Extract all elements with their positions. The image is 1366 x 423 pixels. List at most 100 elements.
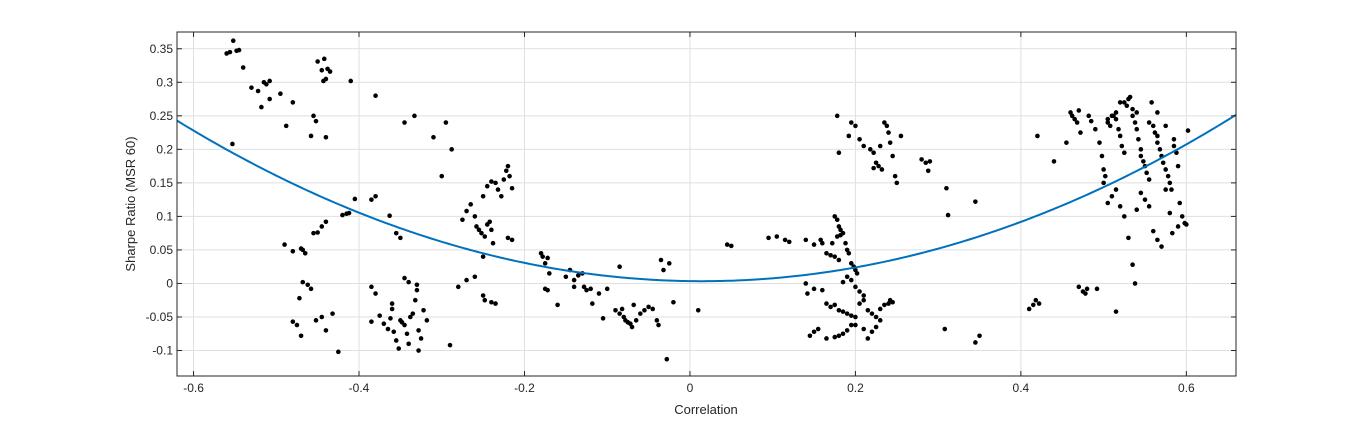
- data-point: [927, 159, 933, 164]
- data-point: [575, 273, 581, 278]
- data-point: [1185, 128, 1191, 133]
- data-point: [695, 307, 701, 313]
- data-point: [836, 150, 842, 156]
- data-point: [1105, 120, 1111, 125]
- data-point: [1142, 197, 1148, 202]
- data-point: [848, 261, 854, 266]
- data-point: [1116, 126, 1121, 132]
- axis-ticks: -0.6 -0.4 -0.2 0 0.2 0.4 0.6 -0.1 -0.05 0 0.05 0.1 0…: [146, 32, 1236, 395]
- data-point: [824, 250, 829, 256]
- data-point: [973, 199, 978, 204]
- data-point: [321, 78, 326, 84]
- data-point: [590, 301, 595, 306]
- data-point: [402, 275, 407, 281]
- data-point: [224, 51, 229, 56]
- data-point: [468, 202, 474, 207]
- data-point: [476, 227, 482, 233]
- data-point: [877, 143, 883, 149]
- data-point: [282, 242, 287, 247]
- y-tick-label: -0.05: [146, 310, 174, 324]
- data-point: [348, 78, 354, 84]
- data-point: [581, 284, 587, 290]
- data-point: [388, 316, 393, 321]
- data-point: [1130, 262, 1135, 267]
- data-point: [509, 185, 515, 191]
- data-point: [373, 291, 378, 296]
- data-point: [871, 165, 876, 171]
- data-point: [352, 196, 358, 202]
- data-point: [1117, 204, 1123, 209]
- data-point: [1036, 301, 1042, 306]
- data-point: [336, 349, 341, 355]
- data-point: [1074, 120, 1080, 125]
- data-point: [857, 301, 862, 306]
- data-point: [877, 306, 883, 312]
- data-point: [571, 277, 577, 283]
- data-point: [387, 213, 392, 219]
- data-point: [1163, 123, 1168, 129]
- data-point: [815, 326, 821, 332]
- data-point: [1171, 143, 1177, 149]
- data-point: [421, 307, 426, 313]
- data-point: [836, 333, 842, 339]
- data-point: [853, 322, 858, 328]
- data-point: [1088, 118, 1094, 124]
- x-tick-label: -0.6: [183, 381, 204, 395]
- data-point: [313, 118, 319, 124]
- data-point: [1132, 120, 1138, 125]
- data-point: [844, 274, 850, 280]
- plot-border: [176, 31, 1237, 377]
- data-point: [774, 234, 780, 239]
- data-point: [1179, 214, 1185, 219]
- data-point: [1141, 159, 1146, 164]
- data-point: [886, 130, 891, 135]
- data-point: [944, 185, 949, 191]
- data-point: [490, 240, 496, 246]
- data-point: [302, 250, 308, 256]
- data-point: [479, 230, 484, 236]
- data-point: [919, 157, 924, 162]
- data-point: [1094, 286, 1100, 292]
- data-point: [308, 286, 314, 292]
- y-tick-label: 0.35: [150, 42, 174, 56]
- data-point: [887, 140, 893, 145]
- data-point: [973, 340, 978, 345]
- data-point: [1163, 167, 1168, 172]
- data-point: [836, 257, 842, 263]
- data-point: [871, 150, 876, 156]
- data-point: [853, 123, 858, 129]
- data-point: [290, 248, 296, 254]
- data-point: [1138, 147, 1144, 152]
- data-point: [1101, 167, 1106, 172]
- data-point: [977, 333, 982, 339]
- data-point: [408, 314, 413, 320]
- data-point: [474, 224, 479, 229]
- data-point: [443, 120, 449, 125]
- data-point: [1109, 193, 1115, 199]
- data-point: [547, 271, 552, 276]
- data-point: [472, 214, 478, 219]
- data-point: [373, 193, 378, 199]
- data-point: [857, 136, 862, 142]
- data-point: [418, 336, 424, 341]
- data-point: [482, 234, 488, 239]
- data-point: [882, 120, 887, 125]
- data-point: [876, 163, 881, 169]
- data-point: [861, 293, 866, 298]
- data-point: [1146, 204, 1152, 209]
- data-point: [1155, 133, 1160, 139]
- data-point: [857, 289, 862, 294]
- data-point: [398, 235, 403, 241]
- data-point: [642, 307, 647, 313]
- data-point: [1144, 170, 1149, 176]
- data-point: [509, 237, 515, 243]
- data-point: [840, 309, 846, 314]
- data-point: [505, 163, 511, 169]
- data-point: [1136, 136, 1141, 142]
- data-point: [638, 311, 643, 316]
- data-point: [828, 304, 833, 310]
- data-point: [803, 281, 809, 286]
- data-point: [1035, 133, 1040, 139]
- data-point: [1155, 140, 1160, 145]
- data-point: [412, 297, 418, 303]
